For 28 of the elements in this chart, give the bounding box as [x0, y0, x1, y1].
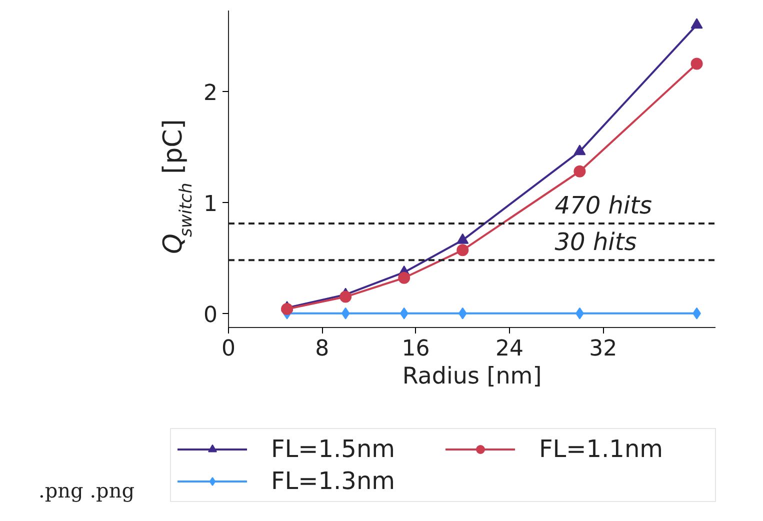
legend-label: FL=1.5nm [271, 435, 396, 463]
ref-line-label: 470 hits [554, 192, 652, 220]
point [574, 165, 586, 178]
legend-label: FL=1.3nm [271, 467, 396, 495]
y-tick-label: 2 [204, 81, 218, 106]
x-axis-title: Radius [nm] [402, 364, 542, 390]
point [281, 302, 294, 315]
x-tick-label: 16 [402, 336, 430, 362]
point [341, 307, 350, 320]
point [456, 233, 469, 244]
point [458, 307, 467, 320]
point [690, 18, 703, 29]
point [398, 272, 410, 284]
y-tick-label: 0 [204, 302, 218, 328]
point [340, 290, 352, 303]
point [690, 58, 703, 70]
text: .png .png [38, 478, 135, 502]
ref-line-label: 30 hits [554, 228, 637, 256]
point [574, 144, 586, 156]
y-axis-title: Qswitch [pC] [158, 119, 196, 254]
point [456, 244, 469, 256]
y-tick-label: 1 [204, 192, 218, 217]
legend-label: FL=1.1nm [539, 435, 664, 463]
x-tick-label: 0 [222, 336, 236, 362]
x-tick-label: 32 [589, 336, 618, 362]
point [400, 307, 408, 320]
x-tick-label: 8 [315, 336, 330, 362]
x-tick-label: 24 [495, 336, 524, 362]
